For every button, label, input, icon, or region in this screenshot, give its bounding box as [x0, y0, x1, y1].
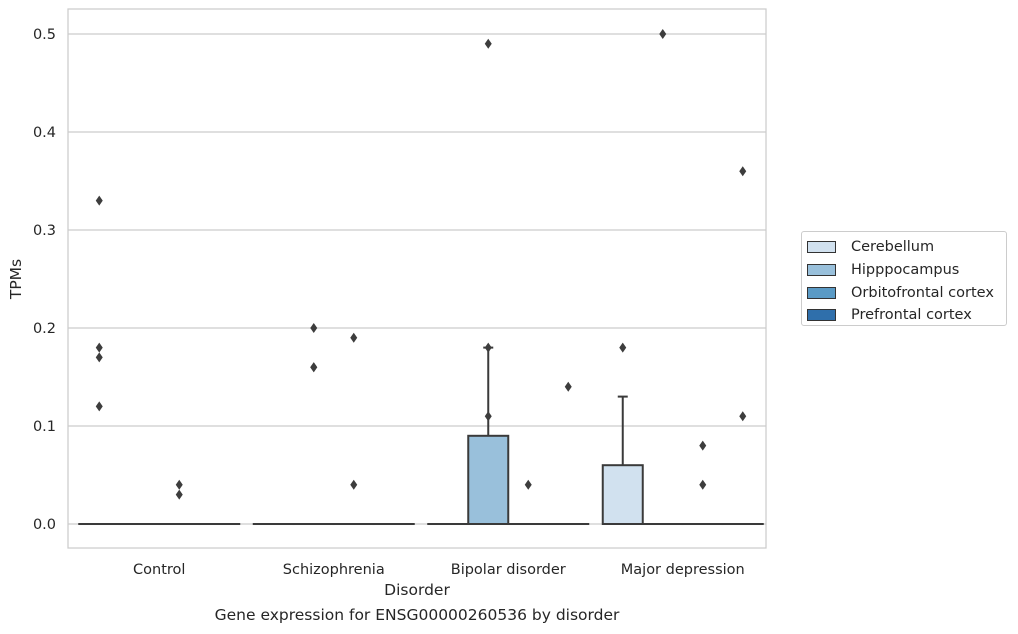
y-tick-label: 0.1 [33, 419, 56, 435]
x-axis-label: Disorder [384, 581, 450, 599]
legend: Cerebellum Hipppocampus Orbitofrontal cort… [801, 231, 1007, 326]
outlier-point [564, 381, 572, 392]
outlier-point [484, 38, 492, 49]
box-cerebellum [601, 342, 644, 526]
outlier-point [175, 489, 183, 500]
box-prefrontal-cortex [721, 166, 764, 526]
box-marks [78, 29, 764, 526]
outlier-point [619, 342, 627, 353]
legend-swatch [807, 264, 836, 277]
outlier-point [95, 352, 103, 363]
box-hipppocampus [467, 38, 510, 525]
outlier-point [350, 332, 358, 343]
box-orbitofrontal-cortex [332, 332, 375, 526]
outlier-point [739, 411, 747, 422]
outlier-point [659, 29, 667, 39]
legend-swatch [807, 286, 836, 299]
y-tick-label: 0.0 [33, 517, 56, 533]
legend-item: Prefrontal cortex [807, 304, 1006, 327]
legend-swatch [807, 241, 836, 254]
y-axis-label: TPMs [7, 259, 25, 300]
legend-item: Hipppocampus [807, 259, 1006, 282]
plot-area [68, 9, 766, 548]
y-tick-labels: 0.0 0.1 0.2 0.3 0.4 0.5 [33, 27, 56, 533]
outlier-point [524, 479, 532, 490]
outlier-point [484, 342, 492, 353]
outlier-point [95, 401, 103, 412]
legend-label: Hipppocampus [851, 262, 960, 279]
outlier-point [484, 411, 492, 422]
box-body [467, 434, 510, 525]
outlier-point [95, 195, 103, 206]
outlier-point [310, 362, 318, 373]
outlier-point [310, 323, 318, 333]
x-tick-label: Schizophrenia [283, 562, 385, 578]
x-tick-labels: Control Schizophrenia Bipolar disorder Majo… [133, 562, 745, 578]
y-tick-label: 0.3 [33, 223, 56, 239]
legend-label: Cerebellum [851, 239, 935, 256]
box-hipppocampus [292, 323, 335, 526]
x-tick-label: Major depression [621, 562, 745, 578]
legend-item: Cerebellum [807, 236, 1006, 259]
legend-label: Prefrontal cortex [851, 307, 972, 324]
outlier-point [95, 342, 103, 353]
box-body [601, 464, 644, 526]
plot-frame [67, 8, 767, 549]
legend-swatch [807, 309, 836, 322]
legend-label: Orbitofrontal cortex [851, 284, 994, 301]
figure-caption: Gene expression for ENSG00000260536 by d… [214, 606, 620, 624]
legend-item: Orbitofrontal cortex [807, 281, 1006, 304]
outlier-point [175, 479, 183, 490]
outlier-point [699, 479, 707, 490]
x-tick-label: Bipolar disorder [451, 562, 566, 578]
outlier-point [739, 166, 747, 177]
outlier-point [350, 479, 358, 490]
y-tick-label: 0.5 [33, 27, 56, 43]
y-tick-label: 0.2 [33, 321, 56, 337]
box-prefrontal-cortex [547, 381, 590, 526]
y-tick-label: 0.4 [33, 125, 56, 141]
x-tick-label: Control [133, 562, 185, 578]
outlier-point [699, 440, 707, 451]
